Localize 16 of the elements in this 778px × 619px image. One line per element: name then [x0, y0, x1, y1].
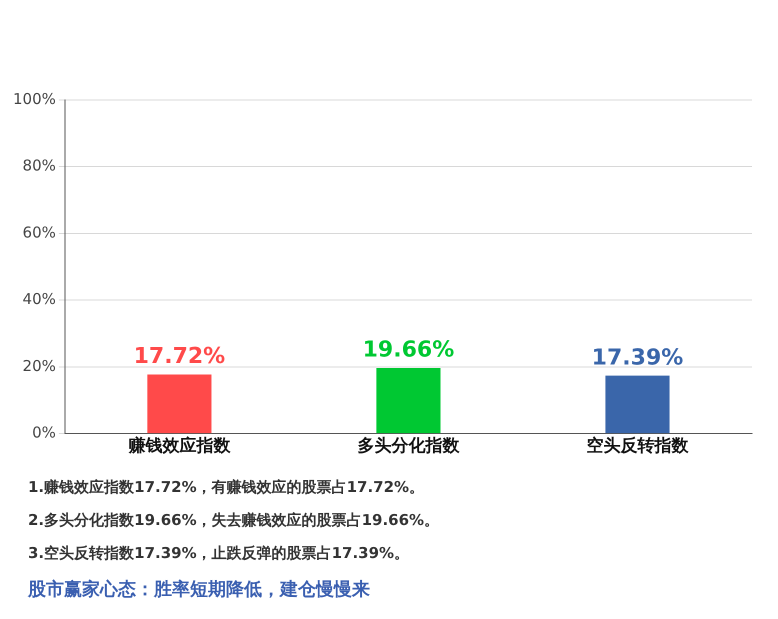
- x-tick-label: 空头反转指数: [586, 436, 690, 456]
- text: 2.多头分化指数19.66%，失去赚钱效应的股票占19.66%。: [28, 511, 440, 530]
- y-tick-label: 40%: [22, 290, 56, 308]
- data-label: 17.72%: [134, 344, 226, 370]
- text: 1.赚钱效应指数17.72%，有赚钱效应的股票占17.72%。: [28, 478, 426, 497]
- y-tick-label: 60%: [22, 223, 56, 242]
- y-tick-label: 0%: [32, 423, 56, 442]
- y-tick-label: 20%: [22, 356, 56, 375]
- x-tick-label: 多头分化指数: [357, 436, 460, 456]
- data-label: 17.39%: [592, 345, 684, 370]
- y-tick-label: 80%: [22, 156, 56, 175]
- data-label: 19.66%: [362, 338, 454, 363]
- text: 3.空头反转指数17.39%，止跌反弹的股票占17.39%。: [28, 544, 410, 563]
- text: 股市赢家心态：胜率短期降低，建仓慢慢来: [28, 578, 371, 601]
- x-tick-label: 赚钱效应指数: [127, 436, 232, 456]
- y-tick-label: 100%: [12, 90, 56, 108]
